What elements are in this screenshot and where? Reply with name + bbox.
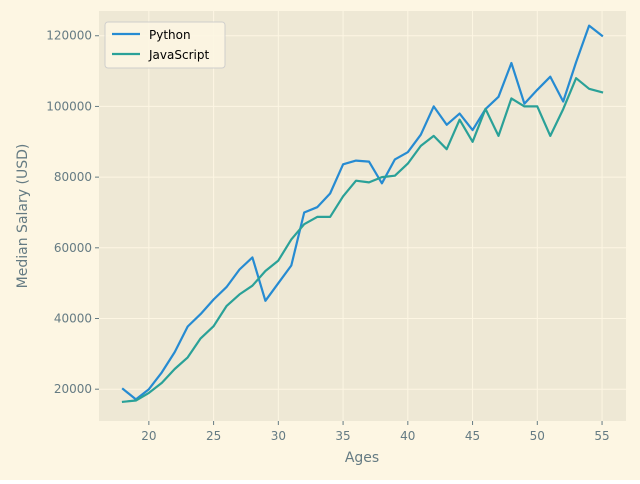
y-axis-ticks: 20000 40000 60000 80000 100000 120000 <box>46 29 99 396</box>
x-tick-label: 25 <box>206 429 221 443</box>
x-axis-label: Ages <box>345 450 379 466</box>
y-tick-label: 80000 <box>54 170 92 184</box>
legend-javascript-label: JavaScript <box>148 48 209 62</box>
x-tick-label: 40 <box>400 429 415 443</box>
x-tick-label: 55 <box>594 429 609 443</box>
series-lines <box>121 24 604 404</box>
x-tick-label: 30 <box>271 429 286 443</box>
grid-lines <box>99 11 626 421</box>
x-tick-label: 50 <box>530 429 545 443</box>
series-line-javascript <box>121 77 604 404</box>
plot-area <box>99 11 626 421</box>
y-tick-label: 20000 <box>54 382 92 396</box>
legend: Python JavaScript <box>104 21 226 69</box>
x-axis-ticks: 20 25 30 35 40 45 50 55 <box>141 421 610 443</box>
x-tick-label: 20 <box>141 429 156 443</box>
y-axis-label: Median Salary (USD) <box>15 144 31 289</box>
x-tick-label: 45 <box>465 429 480 443</box>
y-tick-label: 40000 <box>54 312 92 326</box>
y-tick-label: 60000 <box>54 241 92 255</box>
x-tick-label: 35 <box>335 429 350 443</box>
y-tick-label: 100000 <box>46 99 92 113</box>
series-line-python <box>121 24 604 401</box>
y-tick-label: 120000 <box>46 29 92 43</box>
legend-python-label: Python <box>149 28 191 42</box>
